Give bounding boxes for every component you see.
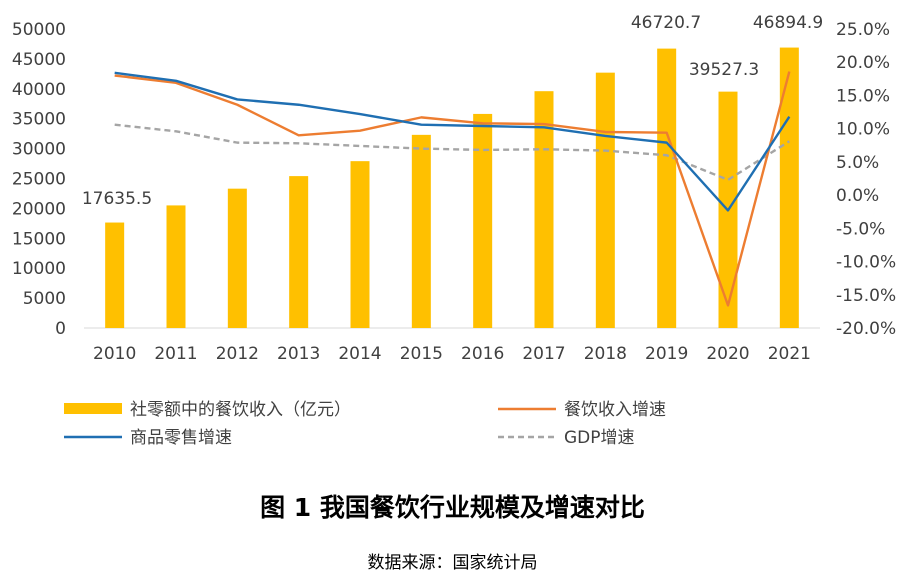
legend-label: 餐饮收入增速 (564, 400, 666, 420)
combo-chart: 0 5000 10000 15000 20000 25000 30000 35000 40000… (12, 13, 896, 448)
x-tick-label: 2015 (400, 344, 443, 364)
x-tick-label: 2021 (768, 344, 811, 364)
bar (350, 161, 370, 328)
bar-series (105, 47, 799, 329)
figure-source: 数据来源：国家统计局 (367, 553, 538, 573)
left-tick-label: 30000 (12, 140, 66, 160)
bar-data-label: 46720.7 (631, 13, 701, 33)
x-tick-label: 2017 (522, 344, 565, 364)
legend-label: 商品零售增速 (130, 428, 232, 448)
series-line (114, 123, 790, 182)
left-tick-label: 35000 (12, 110, 66, 130)
line-series (114, 71, 791, 307)
left-tick-label: 15000 (12, 229, 66, 249)
left-tick-label: 0 (55, 319, 66, 339)
right-axis-ticks: -20.0% -15.0% -10.0% -5.0% 0.0% 5.0% 10.0% 15.0… (836, 20, 896, 339)
x-tick-label: 2020 (706, 344, 749, 364)
x-tick-label: 2013 (277, 344, 320, 364)
bar-data-labels: 17635.5 46720.7 39527.3 46894.9 (82, 13, 823, 209)
series-line (114, 71, 791, 212)
right-tick-label: 15.0% (836, 86, 890, 106)
x-tick-label: 2016 (461, 344, 504, 364)
left-tick-label: 45000 (12, 50, 66, 70)
right-tick-label: 5.0% (836, 153, 879, 173)
left-tick-label: 5000 (23, 289, 66, 309)
left-axis-ticks: 0 5000 10000 15000 20000 25000 30000 35000 40000… (12, 20, 66, 339)
bar (779, 47, 799, 329)
bar (289, 176, 309, 328)
right-tick-label: -10.0% (836, 253, 896, 273)
x-tick-label: 2011 (154, 344, 197, 364)
x-tick-label: 2012 (216, 344, 259, 364)
x-tick-label: 2018 (584, 344, 627, 364)
left-tick-label: 10000 (12, 259, 66, 279)
left-tick-label: 20000 (12, 199, 66, 219)
bar (473, 113, 493, 328)
right-tick-label: 0.0% (836, 186, 879, 206)
legend-swatch (64, 403, 122, 414)
left-tick-label: 25000 (12, 170, 66, 190)
bar (105, 222, 125, 328)
bar (227, 188, 247, 328)
bar (595, 72, 615, 329)
x-tick-label: 2010 (93, 344, 136, 364)
bar-data-label: 39527.3 (689, 60, 759, 80)
right-tick-label: -20.0% (836, 319, 896, 339)
left-tick-label: 50000 (12, 20, 66, 40)
right-tick-label: 10.0% (836, 120, 890, 140)
figure-title: 图 1 我国餐饮行业规模及增速对比 (260, 493, 645, 522)
right-tick-label: 25.0% (836, 20, 890, 40)
legend-label: 社零额中的餐饮收入（亿元） (130, 400, 351, 420)
bar (166, 205, 186, 328)
bar (657, 48, 677, 328)
right-tick-label: -15.0% (836, 286, 896, 306)
right-tick-label: -5.0% (836, 219, 885, 239)
bar (411, 134, 431, 328)
legend-label: GDP增速 (564, 428, 635, 448)
x-tick-label: 2014 (338, 344, 381, 364)
bar-data-label: 17635.5 (82, 189, 152, 209)
x-tick-label: 2019 (645, 344, 688, 364)
series-line (114, 71, 791, 307)
bar-data-label: 46894.9 (753, 13, 823, 33)
x-axis-ticks: 2010 2011 2012 2013 2014 2015 2016 2017 2018 2019… (93, 344, 811, 364)
right-tick-label: 20.0% (836, 53, 890, 73)
left-tick-label: 40000 (12, 80, 66, 100)
